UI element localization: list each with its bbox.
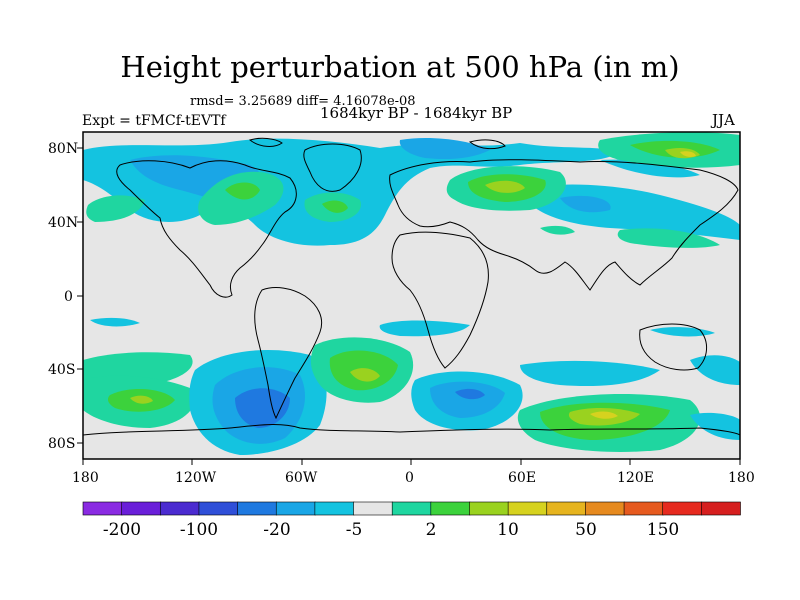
colorbar-label: -20	[263, 520, 291, 540]
positive-anomaly-region	[225, 182, 260, 200]
colorbar-swatch	[701, 501, 741, 516]
lat-tick-label: 80S	[48, 436, 76, 452]
colorbar-swatch	[546, 501, 587, 516]
colorbar-swatch	[82, 501, 123, 516]
stats-text: rmsd= 3.25689 diff= 4.16078e-08	[190, 94, 416, 109]
colorbar-swatch	[121, 501, 162, 516]
negative-anomaly-region	[690, 412, 740, 440]
colorbar-swatch	[662, 501, 703, 516]
negative-anomaly-region	[600, 159, 700, 178]
positive-anomaly-region	[680, 151, 696, 157]
colorbar-swatch	[159, 501, 200, 516]
lat-tick-label: 0	[64, 289, 73, 305]
positive-anomaly-region	[617, 228, 720, 248]
colorbar-swatch	[237, 501, 278, 516]
positive-anomaly-region	[86, 195, 145, 222]
positive-anomaly-region	[590, 411, 618, 419]
positive-anomaly-region	[485, 180, 525, 193]
colorbar-swatch	[275, 501, 316, 516]
colorbar-label: 10	[497, 520, 519, 540]
colorbar-swatch	[391, 501, 432, 516]
coastlines	[83, 137, 740, 436]
colorbar-swatch	[314, 501, 355, 516]
lon-tick-label: 60W	[285, 470, 318, 486]
negative-anomaly-region	[560, 195, 611, 213]
tick-marks	[77, 147, 741, 465]
colorbar-label: 150	[646, 520, 680, 540]
colorbar-swatch	[469, 501, 509, 516]
colorbar-swatch	[507, 501, 548, 516]
colorbar-label: -5	[345, 520, 363, 540]
lon-tick-label: 60E	[508, 470, 537, 486]
colorbar-swatch	[623, 501, 664, 516]
lon-tick-label: 180	[72, 470, 99, 486]
lat-tick-label: 40N	[48, 215, 79, 231]
lon-tick-label: 120W	[175, 470, 217, 486]
negative-anomaly-region	[399, 138, 490, 160]
negative-anomaly-region	[520, 360, 660, 387]
negative-anomaly-region	[455, 388, 485, 400]
colorbar-label: 2	[425, 520, 437, 540]
colorbar-label: -200	[102, 520, 142, 540]
positive-anomaly-region	[350, 368, 380, 382]
period-label: 1684kyr BP - 1684kyr BP	[320, 104, 513, 122]
lon-tick-label: 0	[405, 470, 414, 486]
map-title: Height perturbation at 500 hPa (in m)	[120, 50, 680, 84]
contour-field	[83, 132, 740, 459]
colorbar-label: 50	[575, 520, 597, 540]
lon-tick-label: 120E	[617, 470, 654, 486]
negative-anomaly-region	[90, 317, 140, 327]
colorbar-swatch	[430, 501, 471, 516]
lon-tick-label: 180	[728, 470, 755, 486]
colorbar-swatch	[198, 501, 239, 516]
positive-anomaly-region	[322, 200, 348, 213]
negative-anomaly-region	[379, 320, 470, 337]
negative-anomaly-region	[430, 381, 505, 418]
experiment-label: Expt = tFMCf-tEVTf	[82, 113, 226, 129]
lat-tick-label: 40S	[48, 362, 76, 378]
positive-anomaly-region	[130, 395, 153, 404]
colorbar	[82, 501, 741, 516]
colorbar-swatch	[353, 501, 393, 516]
positive-anomaly-region	[540, 225, 575, 235]
lat-tick-label: 80N	[48, 141, 79, 157]
colorbar-swatch	[585, 501, 625, 516]
season-label: JJA	[712, 111, 735, 129]
colorbar-label: -100	[179, 520, 219, 540]
